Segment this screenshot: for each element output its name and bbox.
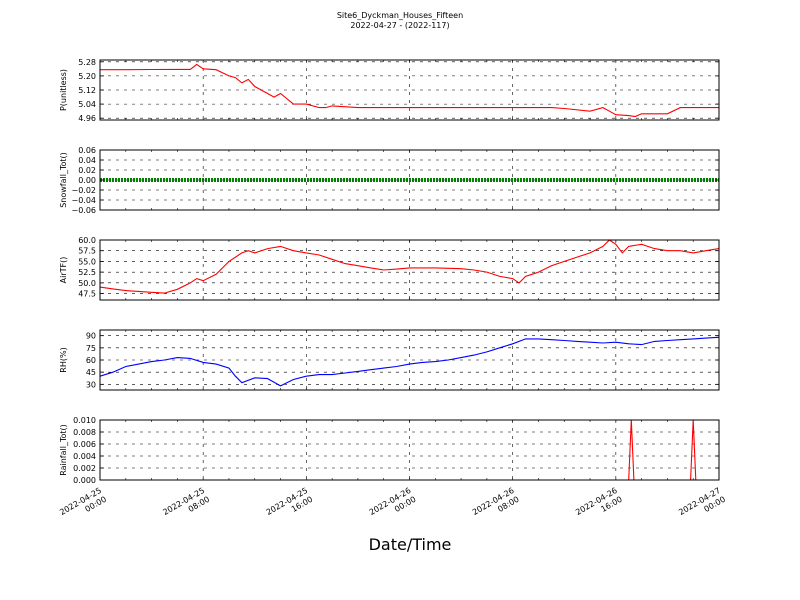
y-tick-label: 5.20	[78, 72, 96, 81]
y-tick-label: 50.0	[78, 279, 96, 288]
series-line	[100, 63, 719, 118]
chart-subtitle: 2022-04-27 - (2022-117)	[350, 21, 449, 30]
y-tick-label: 75	[86, 344, 96, 353]
y-tick-label: 0.010	[73, 416, 96, 425]
y-tick-label: 0.008	[73, 428, 96, 437]
y-tick-label: 5.12	[78, 86, 96, 95]
x-tick-label: 2022-04-2608:00	[471, 486, 521, 526]
panel-3: 60.0 57.555.0 52.5 50.0 47.5 AirTF()	[59, 236, 720, 301]
y-tick-label: 0.004	[73, 452, 96, 461]
panel-2: 0.060.040.020.00−0.02−0.04−0.06Snowfall_…	[59, 146, 720, 215]
y-tick-label: 45	[86, 368, 96, 377]
y-axis-label: Rainfall_Tot()	[59, 424, 68, 476]
y-axis-label: P(unitless)	[59, 69, 68, 111]
y-tick-label: 5.28	[78, 58, 96, 67]
y-tick-label: 4.96	[78, 114, 96, 123]
y-axis-label: Snowfall_Tot()	[59, 152, 68, 208]
y-tick-label: 52.5	[78, 268, 96, 277]
y-axis-label: RH(%)	[59, 347, 68, 372]
x-axis-label: Date/Time	[369, 535, 452, 554]
y-tick-label: 0.02	[78, 166, 96, 175]
plot-frame	[99, 239, 720, 301]
y-tick-label: 0.04	[78, 156, 96, 165]
y-axis-label: AirTF()	[59, 257, 68, 284]
y-tick-label: 57.5	[78, 247, 96, 256]
y-tick-label: −0.04	[71, 196, 96, 205]
x-tick-label: 2022-04-2500:00	[58, 486, 108, 526]
x-tick-labels: 2022-04-2500:00 2022-04-2508:00 2022-04-25…	[58, 486, 727, 526]
y-tick-label: 30	[86, 380, 96, 389]
y-tick-label: 0.06	[78, 146, 96, 155]
x-tick-label: 2022-04-2700:00	[677, 486, 727, 526]
x-tick-label: 2022-04-2508:00	[161, 486, 211, 526]
y-tick-label: 0.000	[73, 476, 96, 485]
y-tick-label: −0.06	[71, 206, 96, 215]
x-tick-label: 2022-04-2600:00	[368, 486, 418, 526]
y-tick-label: 90	[86, 332, 96, 341]
y-tick-label: 60.0	[78, 236, 96, 245]
series-line	[99, 336, 720, 387]
panel-4: 90 75 60 45 30 RH(%)	[59, 329, 720, 391]
series-line	[99, 239, 720, 294]
y-tick-label: 60	[86, 356, 96, 365]
y-tick-label: 0.002	[73, 464, 96, 473]
y-tick-label: 47.5	[78, 290, 96, 299]
y-tick-label: 5.04	[78, 100, 96, 109]
chart-title: Site6_Dyckman_Houses_Fifteen	[337, 11, 463, 20]
x-tick-label: 2022-04-2616:00	[574, 486, 624, 526]
y-tick-label: 0.006	[73, 440, 96, 449]
panel-5: 0.010 0.008 0.006 0.004 0.002 0.000 Rainfall_T…	[59, 416, 720, 485]
panels: 5.285.205.125.044.96P(unitless)0.060.040…	[59, 58, 720, 485]
plot-frame	[99, 419, 720, 481]
y-tick-label: −0.02	[71, 186, 96, 195]
y-tick-label: 0.00	[78, 176, 96, 185]
y-tick-label: 55.0	[78, 257, 96, 266]
panel-1: 5.28 5.20 5.12 5.04 4.96 P(unitless)	[59, 58, 720, 123]
x-tick-label: 2022-04-2516:00	[265, 486, 315, 526]
